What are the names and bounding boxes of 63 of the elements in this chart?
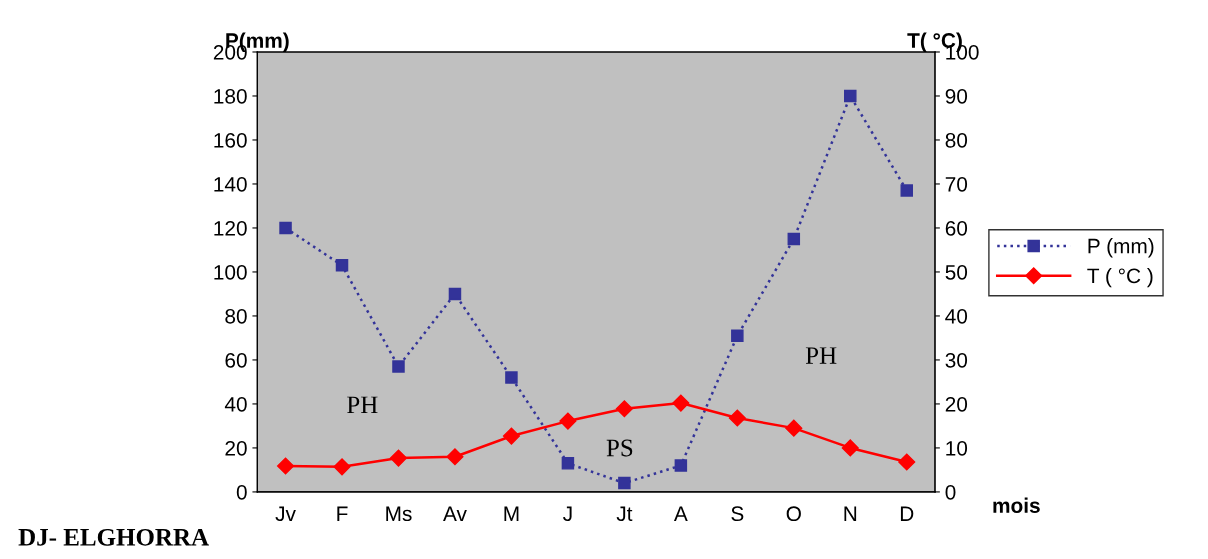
x-axis-title: mois xyxy=(993,497,1040,513)
point xyxy=(728,409,746,427)
point xyxy=(900,184,914,197)
x-tick-label: Jt xyxy=(616,506,633,522)
y2-tick-label: 30 xyxy=(945,352,968,368)
point xyxy=(335,259,349,272)
point xyxy=(844,89,857,103)
point xyxy=(448,287,462,301)
y-tick-label: 20 xyxy=(225,440,247,456)
x-tick-label: M xyxy=(504,506,519,521)
y2-tick-label: 90 xyxy=(945,88,968,104)
x-tick-label: Av xyxy=(443,506,467,521)
point xyxy=(276,457,295,475)
point xyxy=(389,449,408,467)
point xyxy=(333,458,351,476)
y2-tick-label: 60 xyxy=(945,220,968,236)
y-tick-label: 0 xyxy=(236,484,247,500)
point xyxy=(446,448,464,466)
annotation: PH xyxy=(805,347,837,364)
x-tick-label: N xyxy=(844,506,857,521)
point xyxy=(731,329,744,342)
y-tick-label: 60 xyxy=(225,352,247,368)
y2-tick-label: 20 xyxy=(945,396,968,412)
point xyxy=(561,457,575,470)
y2-tick-label: 70 xyxy=(945,176,968,192)
y-tick-label: 120 xyxy=(214,220,247,236)
legend-label: T ( °C ) xyxy=(1087,267,1153,288)
point xyxy=(615,400,633,418)
point xyxy=(502,427,520,445)
point xyxy=(392,360,405,373)
x-tick-label: J xyxy=(563,506,572,522)
y-tick-label: 100 xyxy=(214,264,247,280)
y-tick-label: 160 xyxy=(214,132,247,148)
point xyxy=(279,221,292,235)
y-tick-label: 80 xyxy=(225,308,247,324)
y-tick-label: 140 xyxy=(214,176,247,192)
annotation: PS xyxy=(606,439,633,457)
point xyxy=(505,371,518,384)
y2-tick-label: 50 xyxy=(945,264,968,280)
point xyxy=(672,394,690,412)
point xyxy=(787,232,801,246)
point xyxy=(674,459,688,472)
text: DJ- ELGHORRA xyxy=(18,528,209,546)
x-tick-label: D xyxy=(900,506,914,521)
x-tick-label: Jv xyxy=(275,506,296,522)
x-tick-label: Ms xyxy=(386,506,412,522)
x-tick-label: O xyxy=(786,506,801,522)
x-tick-label: S xyxy=(731,506,744,522)
x-tick-label: F xyxy=(337,506,348,521)
point xyxy=(898,453,916,471)
y2-tick-label: 10 xyxy=(946,440,968,456)
y-tick-label: 40 xyxy=(224,396,247,412)
y2-tick-label: 0 xyxy=(945,484,956,500)
y-tick-label: 180 xyxy=(214,88,247,104)
y2-tick-label: 80 xyxy=(945,132,968,148)
legend-label: P (mm) xyxy=(1088,238,1154,258)
point xyxy=(841,439,859,457)
point xyxy=(618,476,631,490)
point xyxy=(785,419,803,437)
x-tick-label: A xyxy=(673,506,688,521)
y2-tick-label: 40 xyxy=(945,308,968,324)
annotation: PH xyxy=(347,396,378,414)
point xyxy=(559,412,577,430)
